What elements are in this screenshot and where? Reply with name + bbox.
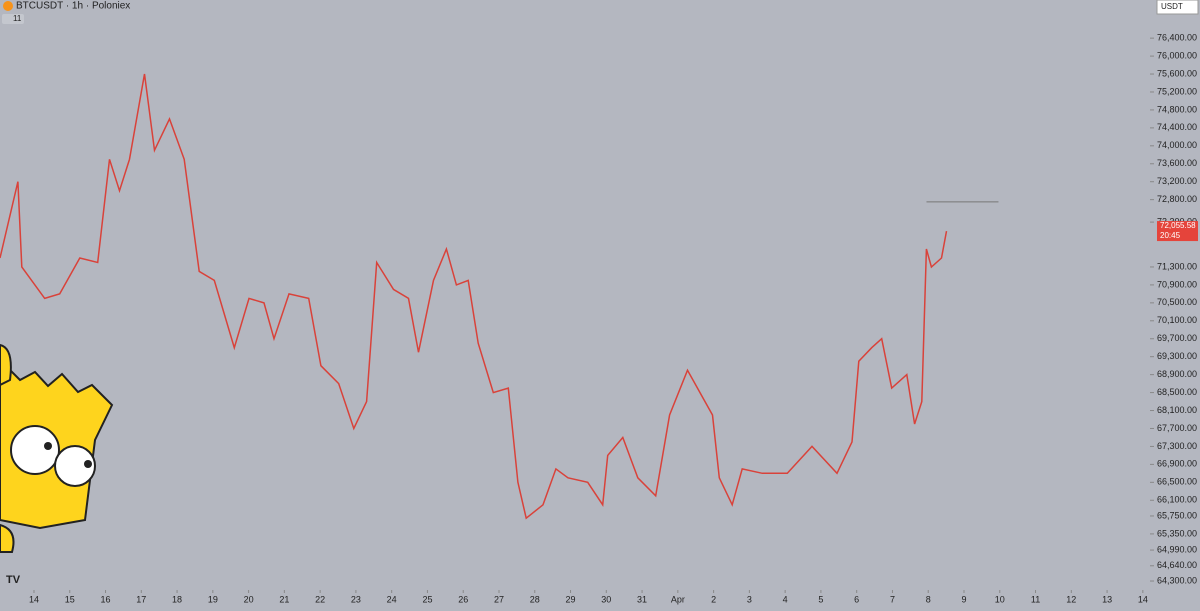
x-tick-label: 10 [995,594,1005,604]
y-tick-label: 66,100.00 [1157,495,1197,505]
x-tick-label: 24 [387,594,397,604]
coin-icon [3,1,13,11]
x-tick-label: 16 [101,594,111,604]
x-tick-label: 22 [315,594,325,604]
y-tick-label: 69,300.00 [1157,351,1197,361]
cartoon [0,343,114,553]
price-line [0,73,948,520]
y-tick-label: 67,700.00 [1157,423,1197,433]
y-tick-label: 64,300.00 [1157,575,1197,585]
symbol-title: BTCUSDT · 1h · Poloniex [16,1,130,12]
x-tick-label: 5 [818,594,823,604]
y-tick-label: 69,700.00 [1157,333,1197,343]
indicator-count: 11 [13,14,22,23]
currency-button[interactable] [1156,0,1199,15]
y-tick-label: 75,200.00 [1157,86,1197,96]
x-tick-label: 26 [458,594,468,604]
countdown: 20:45 [1160,231,1181,240]
x-tick-label: 12 [1066,594,1076,604]
x-tick-label: 6 [854,594,859,604]
y-tick-label: 68,500.00 [1157,387,1197,397]
x-tick-label: 11 [1031,594,1040,604]
x-tick-label: 30 [601,594,611,604]
y-tick-label: 66,900.00 [1157,459,1197,469]
x-tick-label: 2 [711,594,716,604]
y-tick-label: 76,400.00 [1157,33,1197,43]
y-tick-label: 73,600.00 [1157,158,1197,168]
currency-label: USDT [1161,2,1183,11]
y-tick-label: 64,640.00 [1157,560,1197,570]
x-tick-label: 3 [747,594,752,604]
last-price: 72,055.58 [1160,221,1196,230]
x-tick-label: 15 [65,594,75,604]
y-tick-label: 65,750.00 [1157,510,1197,520]
x-tick-label: 13 [1102,594,1112,604]
x-tick-label: 29 [566,594,576,604]
price-tag [1157,221,1198,242]
y-tick-label: 67,300.00 [1157,441,1197,451]
x-tick-label: 21 [279,594,289,604]
x-tick-label: Apr [671,594,685,604]
y-tick-label: 68,100.00 [1157,405,1197,415]
x-tick-label: 14 [1138,594,1148,604]
x-tick-label: 25 [422,594,432,604]
x-tick-label: 23 [351,594,361,604]
y-tick-label: 65,350.00 [1157,528,1197,538]
x-tick-label: 17 [136,594,146,604]
x-tick-label: 28 [530,594,540,604]
tv-logo: TV [6,574,21,586]
y-tick-label: 68,900.00 [1157,369,1197,379]
x-tick-label: 20 [244,594,254,604]
y-tick-label: 70,100.00 [1157,315,1197,325]
y-tick-label: 71,300.00 [1157,261,1197,271]
x-tick-label: 14 [29,594,39,604]
x-tick-label: 31 [637,594,647,604]
y-tick-label: 72,800.00 [1157,194,1197,204]
y-tick-label: 74,400.00 [1157,122,1197,132]
x-tick-label: 4 [783,594,788,604]
indicator-toggle[interactable] [2,14,24,24]
y-tick-label: 75,600.00 [1157,68,1197,78]
x-tick-label: 19 [208,594,218,604]
x-tick-label: 7 [890,594,895,604]
y-tick-label: 74,800.00 [1157,104,1197,114]
y-tick-label: 70,500.00 [1157,297,1197,307]
y-tick-label: 76,000.00 [1157,50,1197,60]
y-tick-label: 73,200.00 [1157,176,1197,186]
y-tick-label: 66,500.00 [1157,477,1197,487]
y-tick-label: 64,990.00 [1157,544,1197,554]
x-tick-label: 8 [926,594,931,604]
y-tick-label: 74,000.00 [1157,140,1197,150]
x-tick-label: 27 [494,594,504,604]
x-tick-label: 18 [172,594,182,604]
y-tick-label: 70,900.00 [1157,279,1197,289]
x-tick-label: 9 [961,594,966,604]
